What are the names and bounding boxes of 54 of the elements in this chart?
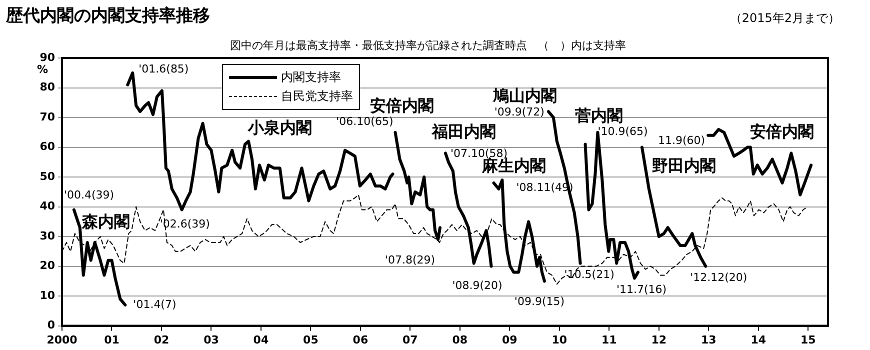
- annotation: 福田内閣: [431, 122, 496, 142]
- x-tick-label: 13: [700, 333, 716, 346]
- annotation: '06.10(65): [336, 115, 394, 128]
- x-tick-label: 03: [204, 333, 219, 346]
- annotation: 菅内閣: [574, 106, 623, 126]
- annotation: '09.9(15): [514, 295, 565, 308]
- y-tick-label: 20: [40, 259, 56, 272]
- annotation: '12.12(20): [690, 271, 748, 284]
- annotation: '01.4(7): [133, 298, 176, 311]
- y-tick-label: 0: [47, 318, 56, 332]
- annotation: 鳩山内閣: [492, 86, 557, 106]
- y-tick-label: 80: [40, 80, 56, 94]
- annotation: 安倍内閣: [370, 96, 434, 116]
- x-tick-label: 2000: [46, 333, 78, 346]
- annotation: '11.7(16): [616, 283, 667, 296]
- annotation: '02.6(39): [160, 218, 210, 231]
- y-tick-label: 30: [40, 229, 56, 242]
- y-tick-label: 60: [40, 140, 56, 154]
- y-tick-label: 70: [40, 110, 56, 124]
- annotation: '10.5(21): [564, 268, 614, 282]
- annotation: 小泉内閣: [247, 118, 312, 138]
- chart-title: 歴代内閣の内閣支持率推移: [6, 5, 210, 27]
- x-tick-label: 10: [552, 333, 568, 346]
- x-tick-label: 09: [502, 333, 518, 346]
- annotation: 野田内閣: [652, 156, 716, 176]
- x-tick-label: 06: [352, 333, 368, 346]
- x-tick-label: 04: [253, 333, 269, 346]
- x-tick-label: 11: [601, 333, 617, 346]
- x-tick-label: 08: [452, 333, 468, 346]
- annotation: 安倍内閣: [750, 122, 814, 142]
- x-tick-label: 14: [750, 333, 766, 346]
- x-tick-label: 01: [104, 333, 120, 346]
- annotation: 森内閣: [81, 212, 130, 232]
- x-tick-label: 15: [800, 333, 816, 346]
- y-tick-label: 10: [40, 288, 56, 302]
- annotation: '09.9(72): [494, 105, 544, 118]
- annotation: '07.8(29): [384, 253, 436, 266]
- annotation: '08.9(20): [452, 279, 502, 292]
- text: 図中の年月は最高支持率・最低支持率が記録された調査時点 （ ）内は支持率: [230, 38, 626, 53]
- x-tick-label: 02: [154, 333, 170, 346]
- y-tick-label: 50: [40, 170, 56, 183]
- x-tick-label: 12: [651, 333, 667, 346]
- y-tick-label: 90: [40, 50, 56, 64]
- annotation: 11.9(60): [658, 134, 706, 148]
- y-axis-title: %: [36, 62, 48, 76]
- chart-subtitle: （2015年2月まで）: [730, 10, 840, 27]
- annotation: '00.4(39): [64, 188, 114, 202]
- x-tick-label: 07: [402, 333, 418, 346]
- legend-label: 自民党支持率: [281, 88, 353, 105]
- annotation: '10.9(65): [598, 125, 648, 138]
- y-tick-label: 40: [40, 200, 56, 213]
- legend-label: 内閣支持率: [281, 69, 341, 86]
- annotation: '01.6(85): [138, 62, 189, 76]
- x-tick-label: 05: [303, 333, 318, 346]
